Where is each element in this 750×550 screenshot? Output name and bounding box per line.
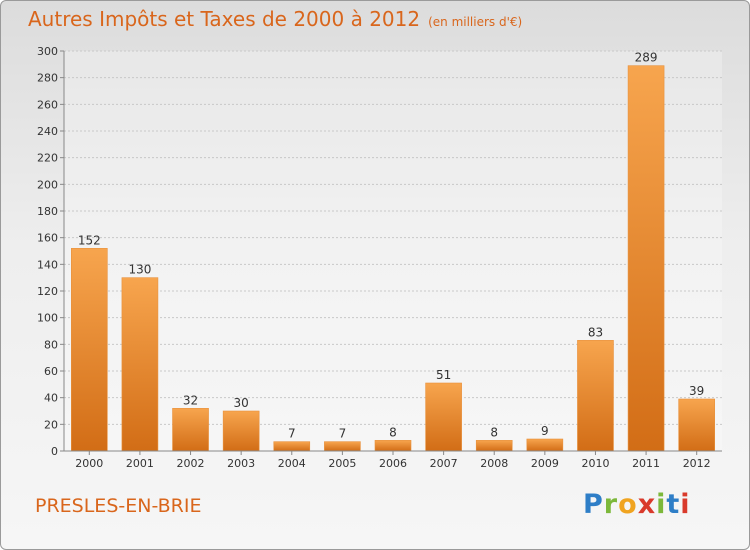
bar-2006 [374, 440, 412, 452]
y-tick-label: 220 [37, 152, 58, 165]
data-label: 9 [541, 424, 549, 438]
x-tick-label: 2007 [430, 457, 458, 470]
data-label: 152 [78, 233, 101, 247]
y-tick-label: 80 [44, 338, 58, 351]
bar-2007 [425, 382, 462, 452]
logo-letter: x [637, 489, 657, 520]
bar-2000 [71, 248, 108, 452]
x-tick-label: 2003 [227, 457, 255, 470]
proxiti-logo: Proxiti [583, 489, 691, 520]
x-tick-label: 2011 [632, 457, 660, 470]
bar-2009 [526, 438, 564, 452]
x-tick-label: 2000 [75, 457, 103, 470]
y-tick-label: 20 [44, 418, 58, 431]
x-tick-label: 2006 [379, 457, 407, 470]
y-tick-label: 200 [37, 178, 58, 191]
data-label: 51 [436, 368, 451, 382]
y-tick-label: 100 [37, 312, 58, 325]
y-tick-label: 120 [37, 285, 58, 298]
data-label: 130 [128, 263, 151, 277]
bars [71, 65, 715, 452]
chart-title: Autres Impôts et Taxes de 2000 à 2012 (en… [28, 7, 522, 31]
y-tick-label: 180 [37, 205, 58, 218]
logo-letter: t [666, 489, 681, 520]
bar-2008 [475, 440, 513, 452]
y-tick-label: 300 [37, 45, 58, 58]
logo-letter: P [583, 489, 604, 520]
bar-2011 [627, 65, 665, 452]
x-tick-label: 2012 [683, 457, 711, 470]
data-label: 289 [635, 51, 658, 65]
data-label: 7 [288, 427, 296, 441]
y-tick-label: 0 [51, 445, 58, 458]
data-label: 39 [689, 384, 704, 398]
plot-area [64, 51, 722, 451]
bar-2004 [273, 441, 311, 452]
y-tick-label: 280 [37, 72, 58, 85]
data-label: 30 [234, 396, 249, 410]
x-tick-label: 2002 [177, 457, 205, 470]
chart-subtitle: (en milliers d'€) [428, 15, 523, 29]
y-tick-label: 240 [37, 125, 58, 138]
data-label: 8 [389, 425, 397, 439]
y-tick-label: 140 [37, 258, 58, 271]
logo-letter: i [656, 489, 667, 520]
data-label: 83 [588, 325, 603, 339]
logo-letter: r [603, 489, 619, 520]
x-tick-label: 2004 [278, 457, 306, 470]
y-tick-label: 60 [44, 365, 58, 378]
x-tick-label: 2005 [328, 457, 356, 470]
x-tick-label: 2008 [480, 457, 508, 470]
y-tick-label: 40 [44, 392, 58, 405]
x-tick-label: 2010 [581, 457, 609, 470]
location-name: PRESLES-EN-BRIE [35, 495, 202, 517]
data-label: 8 [490, 425, 498, 439]
chart-title-text: Autres Impôts et Taxes de 2000 à 2012 [28, 7, 421, 31]
y-tick-label: 160 [37, 232, 58, 245]
data-labels: 152 130 32 30 7 7 8 51 8 9 83 289 39 [78, 51, 704, 441]
bar-2005 [324, 441, 361, 452]
data-label: 7 [339, 427, 347, 441]
grid-lines [64, 50, 722, 425]
bar-2002 [172, 408, 209, 452]
bar-2001 [121, 277, 159, 452]
y-tick-label: 260 [37, 98, 58, 111]
bar-2003 [222, 410, 260, 452]
logo-letter: i [680, 489, 691, 520]
bar-2010 [577, 340, 614, 452]
x-tick-label: 2001 [126, 457, 154, 470]
axes: 0 20 40 60 80 100 120 140 160 180 200 220 240 260 280 3… [37, 45, 722, 470]
bar-2012 [678, 398, 715, 452]
x-tick-label: 2009 [531, 457, 559, 470]
logo-letter: o [618, 489, 638, 520]
data-label: 32 [183, 393, 198, 407]
